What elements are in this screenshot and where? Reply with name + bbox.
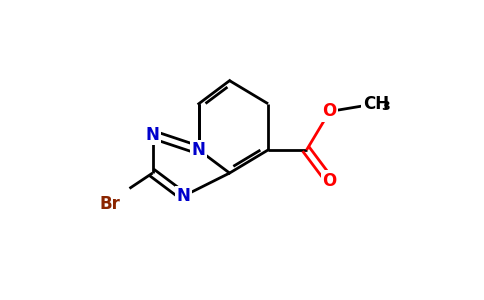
Text: N: N	[177, 187, 190, 205]
Text: O: O	[322, 103, 337, 121]
Text: N: N	[146, 126, 160, 144]
Text: 3: 3	[381, 100, 390, 113]
Text: Br: Br	[99, 195, 120, 213]
Text: N: N	[192, 141, 206, 159]
Text: O: O	[322, 172, 337, 190]
Text: CH: CH	[363, 95, 389, 113]
